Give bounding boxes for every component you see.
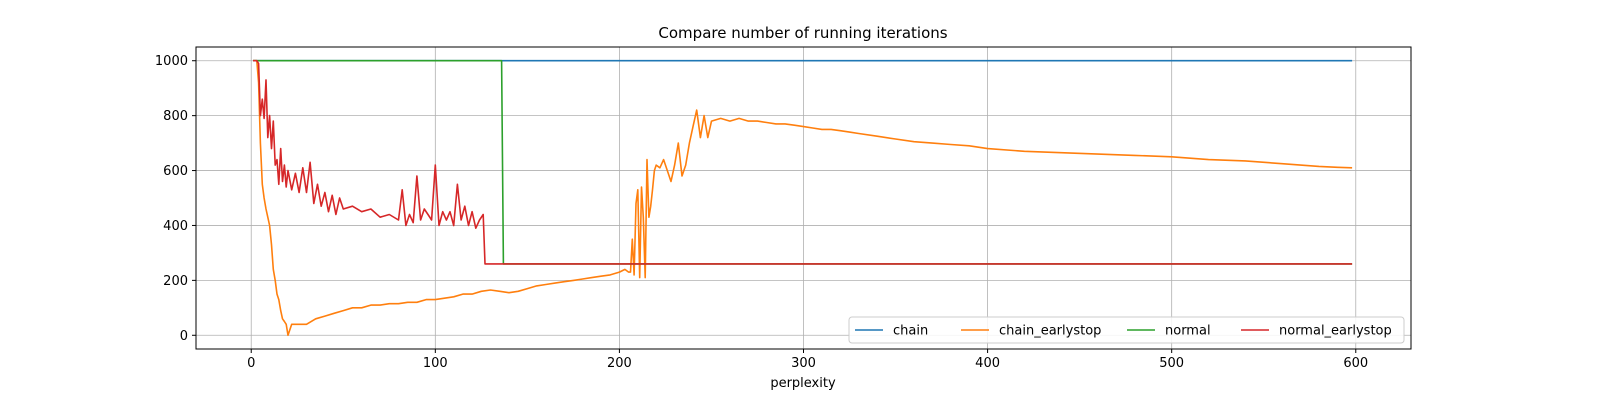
y-tick-label: 800 [163,109,188,124]
y-tick-label: 200 [163,274,188,289]
x-tick-label: 200 [607,356,632,371]
y-tick-label: 400 [163,219,188,234]
series-line-chain-earlystop [253,59,1353,337]
legend-label: normal_earlystop [1279,324,1392,339]
x-tick-label: 100 [423,356,448,371]
legend-box [848,316,1405,344]
x-tick-label: 300 [791,356,816,371]
grid [196,47,1411,349]
legend-label: chain [893,324,928,339]
y-tick-label: 1000 [155,54,188,69]
x-tick-label: 500 [1159,356,1184,371]
x-tick-label: 600 [1343,356,1368,371]
legend-label: chain_earlystop [999,324,1101,339]
legend: chain chain_earlystop normal normal_earlyst… [848,316,1405,344]
ticks: 0 100 200 300 400 500 600 0 200 400 600 800 1000 [155,54,1368,371]
series-line-normal-earlystop [253,59,1353,265]
chart-title: Compare number of running iterations [658,24,947,42]
y-tick-label: 600 [163,164,188,179]
legend-label: normal [1165,324,1211,339]
series-layer [253,59,1353,337]
x-tick-label: 0 [247,356,255,371]
x-tick-label: 400 [975,356,1000,371]
series-line-normal [253,59,1353,265]
y-tick-label: 0 [180,329,188,344]
x-axis-label: perplexity [770,376,836,391]
